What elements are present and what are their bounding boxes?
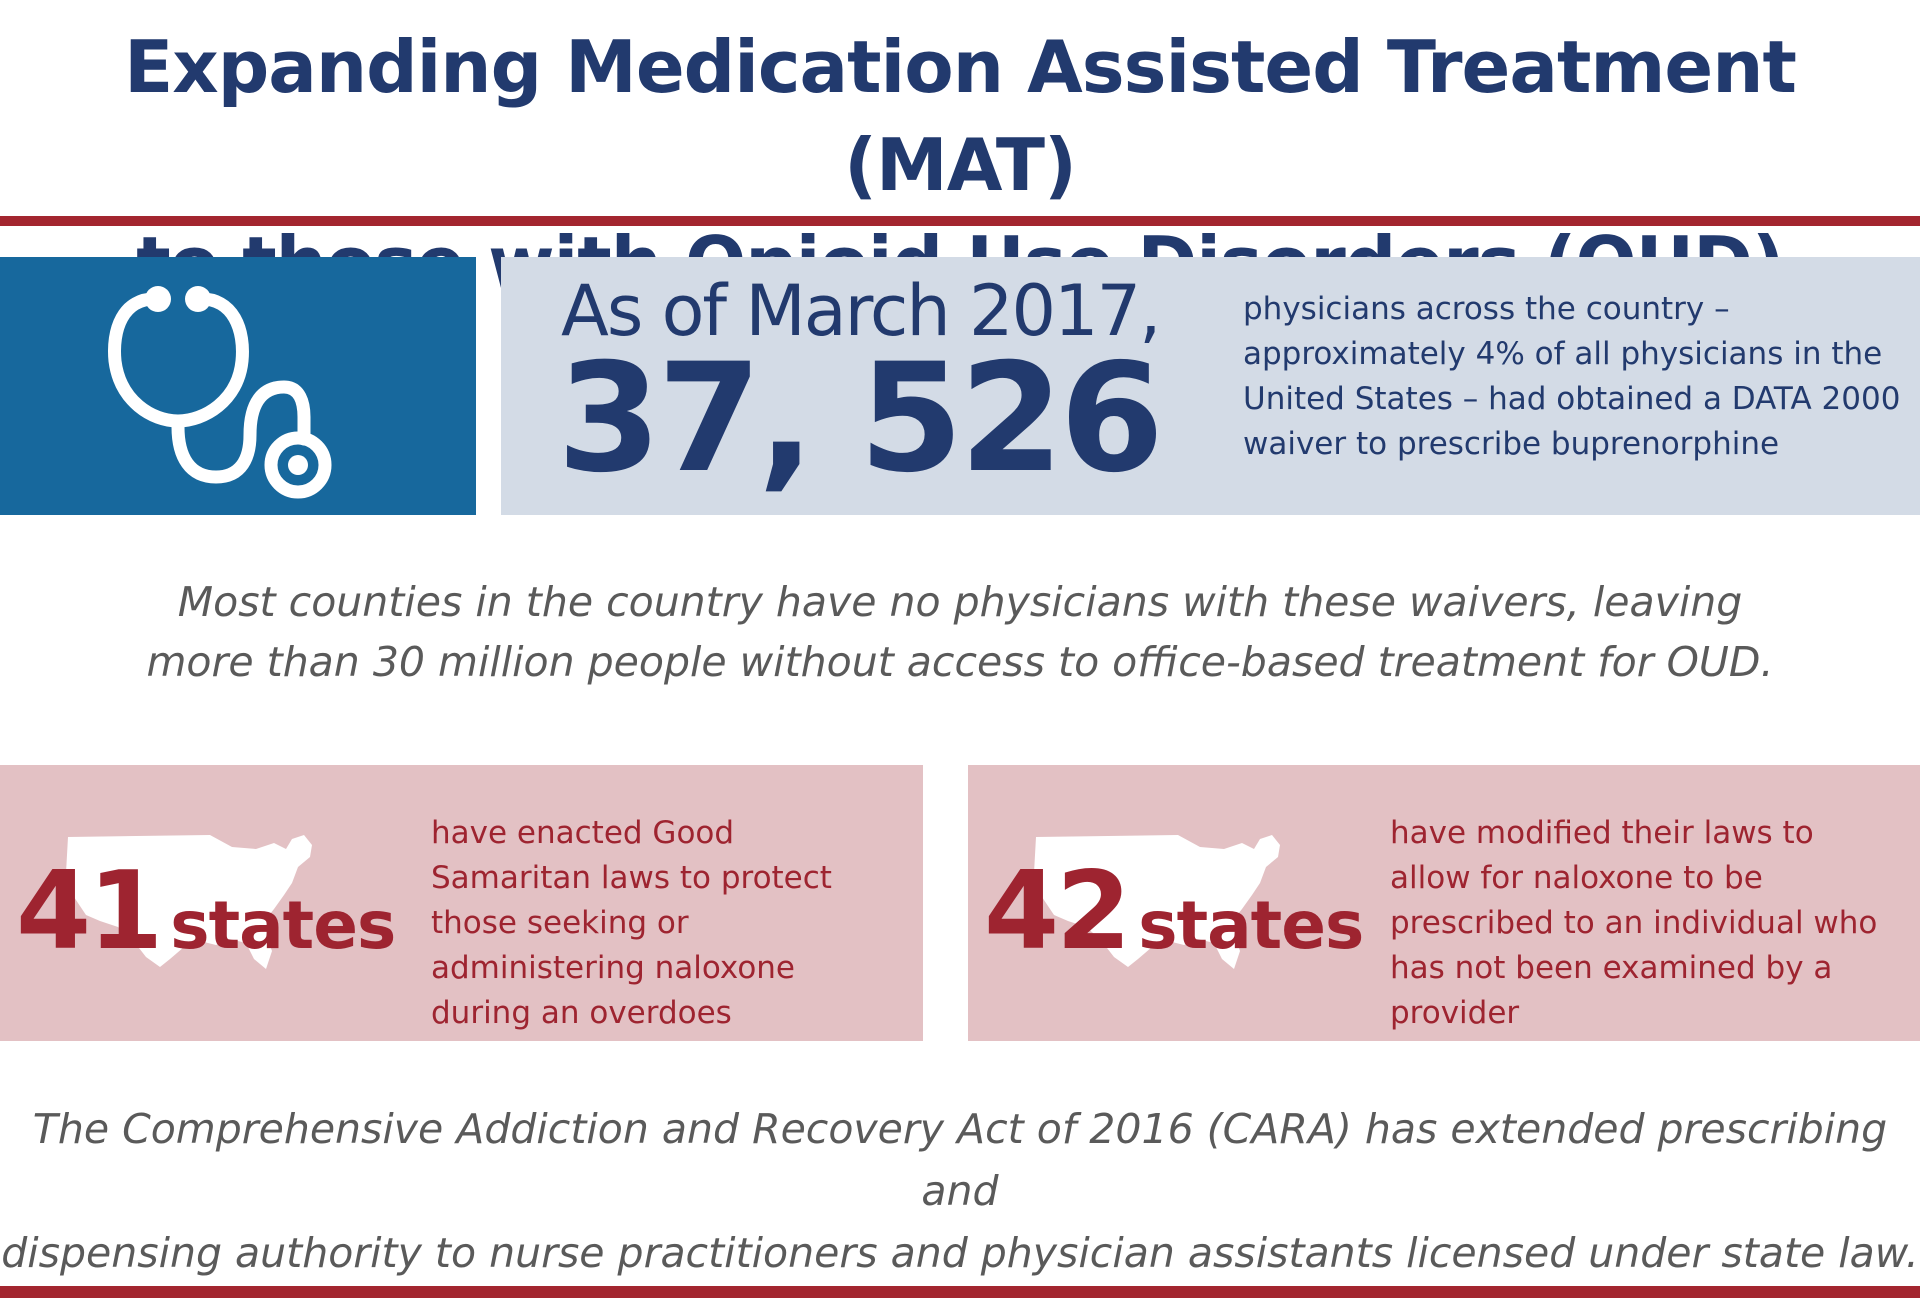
good-samaritan-description: have enacted Good Samaritan laws to prot… bbox=[431, 815, 832, 1031]
good-samaritan-number: 41 bbox=[16, 849, 163, 974]
stethoscope-panel bbox=[0, 257, 476, 515]
physician-count: 37, 526 bbox=[557, 332, 1164, 506]
good-samaritan-panel: 41 states have enacted Good Samaritan law… bbox=[0, 765, 923, 1041]
top-divider bbox=[0, 216, 1920, 226]
good-samaritan-state-count: 41 states bbox=[16, 857, 396, 981]
naloxone-description: have modified their laws to allow for na… bbox=[1390, 815, 1878, 1031]
naloxone-prescribing-panel: 42 states have modified their laws to all… bbox=[968, 765, 1920, 1041]
naloxone-number: 42 bbox=[984, 849, 1131, 974]
counties-note: Most counties in the country have no phy… bbox=[0, 572, 1920, 692]
counties-note-line-1: Most counties in the country have no phy… bbox=[177, 578, 1743, 626]
naloxone-state-count: 42 states bbox=[984, 857, 1364, 981]
cara-note: The Comprehensive Addiction and Recovery… bbox=[0, 1098, 1920, 1284]
cara-note-line-1: The Comprehensive Addiction and Recovery… bbox=[32, 1105, 1888, 1215]
bottom-divider bbox=[0, 1286, 1920, 1298]
physician-stat-description: physicians across the country – approxim… bbox=[1243, 291, 1901, 462]
as-of-date: As of March 2017, bbox=[561, 270, 1161, 352]
cara-note-line-2: dispensing authority to nurse practition… bbox=[1, 1229, 1919, 1277]
physician-stat-panel: As of March 2017, 37, 526 physicians acr… bbox=[501, 257, 1920, 515]
us-map-icon bbox=[1034, 835, 1280, 969]
title-line-1: Expanding Medication Assisted Treatment … bbox=[124, 25, 1797, 207]
naloxone-unit: states bbox=[1138, 887, 1364, 964]
counties-note-line-2: more than 30 million people without acce… bbox=[146, 638, 1774, 686]
us-map-icon bbox=[66, 835, 312, 969]
good-samaritan-unit: states bbox=[170, 887, 396, 964]
stethoscope-icon bbox=[108, 286, 332, 499]
